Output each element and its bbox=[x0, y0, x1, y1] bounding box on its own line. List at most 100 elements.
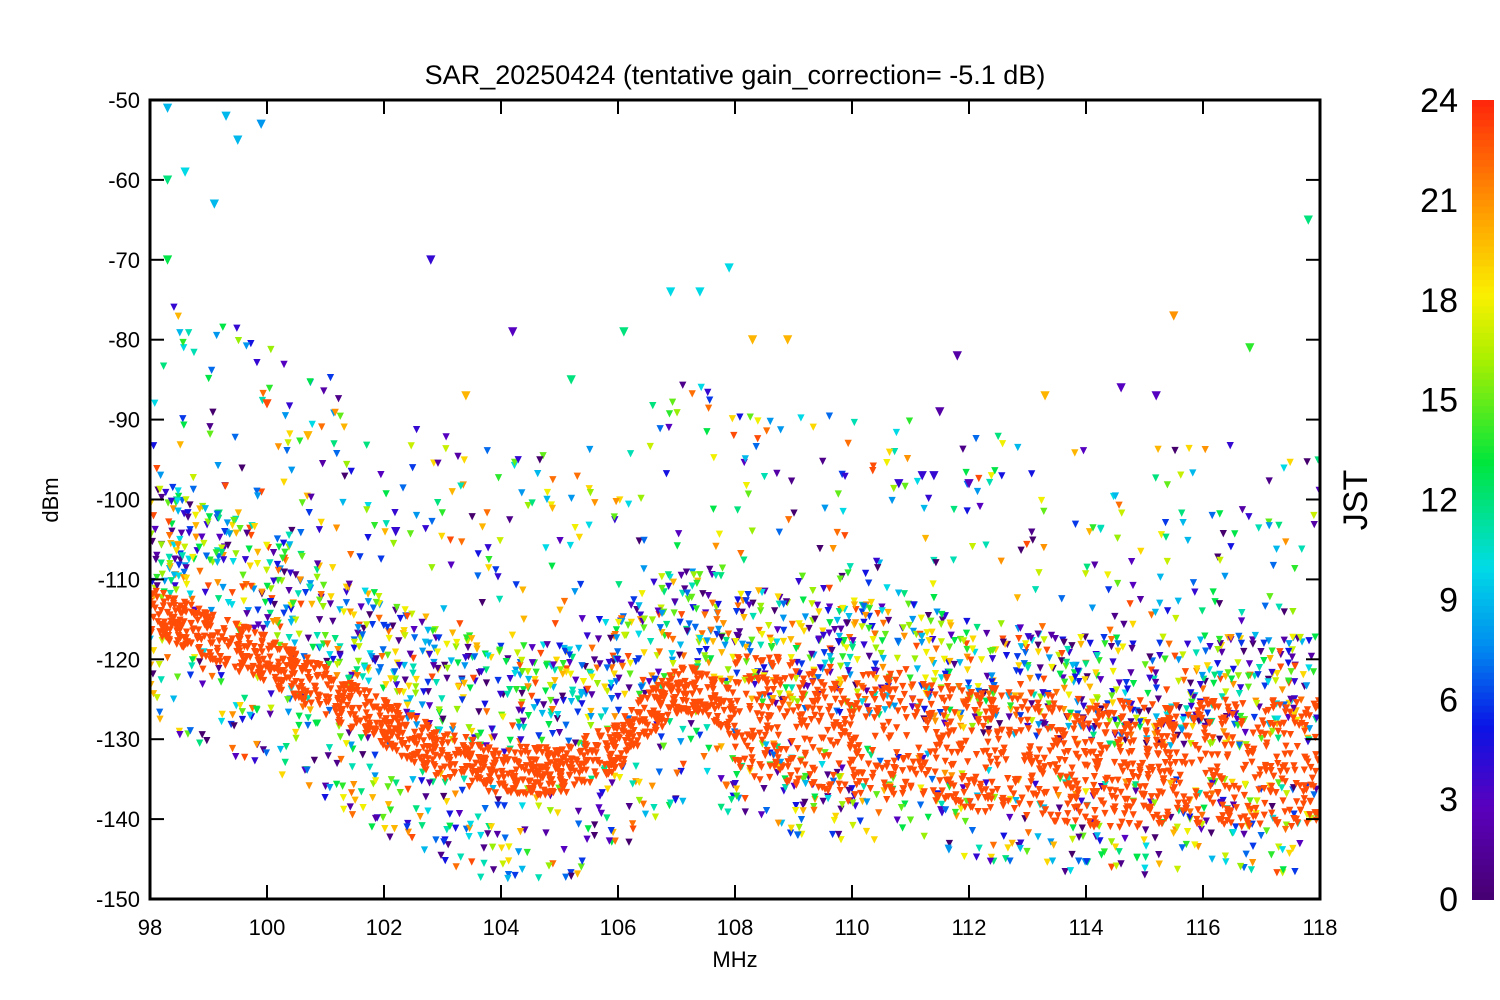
colorbar-segment bbox=[1472, 319, 1494, 328]
scatter-point bbox=[214, 595, 223, 603]
y-tick-label: -50 bbox=[108, 88, 140, 113]
scatter-point bbox=[972, 853, 981, 861]
scatter-point bbox=[174, 507, 182, 515]
scatter-point bbox=[567, 670, 575, 678]
scatter-point bbox=[494, 676, 502, 685]
scatter-point bbox=[1117, 788, 1125, 797]
scatter-point bbox=[1035, 569, 1043, 577]
scatter-point bbox=[1246, 797, 1254, 805]
scatter-point bbox=[775, 528, 784, 536]
scatter-point bbox=[792, 675, 800, 683]
scatter-point bbox=[496, 690, 505, 699]
scatter-point bbox=[1056, 670, 1064, 678]
scatter-point bbox=[958, 687, 966, 695]
scatter-point bbox=[1113, 534, 1122, 542]
scatter-point bbox=[483, 509, 491, 517]
scatter-point bbox=[950, 660, 959, 669]
scatter-point bbox=[941, 757, 949, 765]
scatter-point bbox=[900, 705, 909, 714]
scatter-point bbox=[862, 827, 871, 836]
scatter-point bbox=[1034, 641, 1042, 649]
scatter-point bbox=[228, 744, 237, 753]
scatter-point bbox=[616, 773, 624, 782]
scatter-point bbox=[196, 567, 204, 576]
scatter-point bbox=[235, 668, 243, 676]
colorbar-segment bbox=[1472, 586, 1494, 594]
scatter-point bbox=[1221, 673, 1230, 681]
scatter-point bbox=[359, 751, 367, 759]
scatter-point bbox=[458, 538, 466, 546]
scatter-point bbox=[1136, 697, 1144, 705]
scatter-point bbox=[1120, 620, 1128, 629]
scatter-point bbox=[333, 759, 341, 768]
scatter-point bbox=[724, 808, 732, 816]
scatter-point bbox=[281, 758, 289, 767]
scatter-point bbox=[1255, 703, 1263, 711]
scatter-point bbox=[748, 527, 756, 535]
scatter-point bbox=[214, 462, 222, 470]
scatter-point bbox=[991, 467, 999, 475]
scatter-point bbox=[733, 697, 741, 706]
scatter-point bbox=[1064, 800, 1072, 808]
scatter-point bbox=[669, 660, 677, 668]
scatter-point bbox=[492, 566, 500, 574]
scatter-point bbox=[412, 511, 421, 520]
scatter-point bbox=[395, 637, 403, 645]
scatter-point bbox=[845, 613, 853, 621]
scatter-point bbox=[320, 387, 328, 395]
scatter-point bbox=[460, 456, 468, 464]
scatter-point bbox=[846, 653, 854, 662]
scatter-point bbox=[466, 820, 475, 829]
scatter-point bbox=[879, 663, 887, 672]
scatter-point bbox=[444, 739, 452, 747]
scatter-point bbox=[775, 690, 784, 698]
scatter-point bbox=[246, 562, 254, 570]
x-axis-label: MHz bbox=[712, 947, 757, 972]
scatter-point bbox=[1148, 657, 1157, 665]
scatter-point bbox=[1071, 520, 1080, 528]
scatter-point bbox=[519, 586, 527, 594]
scatter-point bbox=[532, 668, 540, 676]
scatter-point bbox=[1282, 742, 1290, 750]
scatter-point bbox=[330, 440, 338, 448]
scatter-point bbox=[1245, 513, 1253, 521]
scatter-point bbox=[185, 529, 193, 537]
scatter-point bbox=[1265, 637, 1273, 645]
scatter-point bbox=[1111, 492, 1120, 500]
scatter-point bbox=[1285, 647, 1293, 656]
scatter-point bbox=[1249, 636, 1257, 644]
scatter-point bbox=[779, 614, 788, 622]
scatter-point bbox=[601, 707, 610, 715]
scatter-point bbox=[1107, 643, 1116, 651]
scatter-point bbox=[217, 678, 225, 686]
y-tick-label: -120 bbox=[96, 647, 140, 672]
scatter-point bbox=[157, 676, 165, 684]
scatter-point bbox=[377, 470, 385, 479]
scatter-point bbox=[219, 583, 227, 592]
scatter-point bbox=[641, 689, 649, 698]
scatter-point bbox=[597, 809, 606, 818]
scatter-point bbox=[326, 651, 334, 659]
scatter-point bbox=[815, 608, 823, 616]
scatter-point bbox=[691, 623, 700, 632]
scatter-point bbox=[334, 646, 342, 654]
scatter-point bbox=[297, 600, 305, 608]
scatter-point bbox=[677, 611, 686, 619]
scatter-point bbox=[1285, 849, 1294, 858]
scatter-point bbox=[350, 611, 358, 619]
scatter-point bbox=[365, 688, 373, 696]
x-tick-label: 108 bbox=[717, 915, 754, 940]
scatter-point bbox=[186, 727, 194, 735]
scatter-point bbox=[223, 519, 232, 527]
scatter-point bbox=[681, 585, 689, 593]
scatter-point bbox=[495, 774, 503, 782]
scatter-point bbox=[938, 610, 946, 619]
scatter-point bbox=[975, 474, 983, 483]
scatter-point bbox=[188, 656, 197, 664]
scatter-point bbox=[1141, 853, 1150, 861]
scatter-point bbox=[997, 557, 1005, 565]
scatter-point bbox=[166, 589, 174, 598]
scatter-point bbox=[1096, 837, 1104, 845]
scatter-point bbox=[229, 557, 237, 566]
scatter-point bbox=[304, 714, 312, 722]
